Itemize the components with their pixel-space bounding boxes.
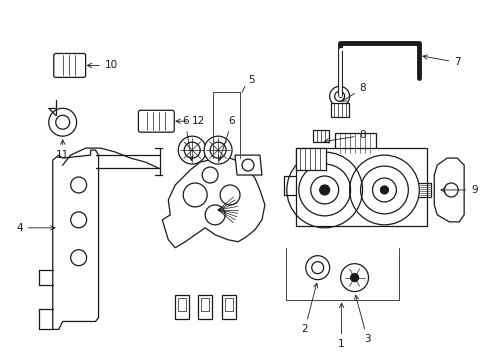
FancyBboxPatch shape [138,110,174,132]
Circle shape [49,108,77,136]
Text: 3: 3 [354,295,370,345]
Circle shape [203,136,232,164]
Bar [334,133,376,153]
Circle shape [71,212,86,228]
Circle shape [305,256,329,280]
Circle shape [242,159,253,171]
Polygon shape [162,158,264,248]
Text: 12: 12 [176,116,205,126]
Polygon shape [198,294,212,319]
Bar [295,148,325,170]
Text: 2: 2 [301,283,317,334]
Text: 7: 7 [422,55,460,67]
Circle shape [340,264,368,292]
Polygon shape [175,294,189,319]
Polygon shape [235,155,262,175]
Bar [178,298,186,311]
Polygon shape [53,150,99,329]
Circle shape [71,177,86,193]
Polygon shape [295,148,427,226]
Circle shape [183,183,207,207]
Text: 8: 8 [324,130,366,143]
Bar [201,298,209,311]
Polygon shape [433,158,463,222]
Text: 6: 6 [182,116,193,161]
Text: 5: 5 [247,75,254,85]
Bar [312,130,328,142]
Text: 11: 11 [56,140,69,160]
Circle shape [71,250,86,266]
Circle shape [329,86,349,106]
Text: 1: 1 [338,303,344,350]
Circle shape [350,274,358,282]
Circle shape [319,185,329,195]
Text: 10: 10 [87,60,118,71]
Bar [330,103,348,117]
Text: 4: 4 [16,223,55,233]
Circle shape [202,167,218,183]
FancyBboxPatch shape [54,54,85,77]
Text: 9: 9 [440,185,477,195]
Circle shape [443,183,457,197]
Text: 6: 6 [218,116,235,161]
Circle shape [178,136,206,164]
Circle shape [311,262,323,274]
Bar [224,298,233,311]
Circle shape [205,205,224,225]
Circle shape [380,186,387,194]
Polygon shape [222,294,236,319]
Circle shape [220,185,240,205]
Text: 8: 8 [341,84,366,102]
